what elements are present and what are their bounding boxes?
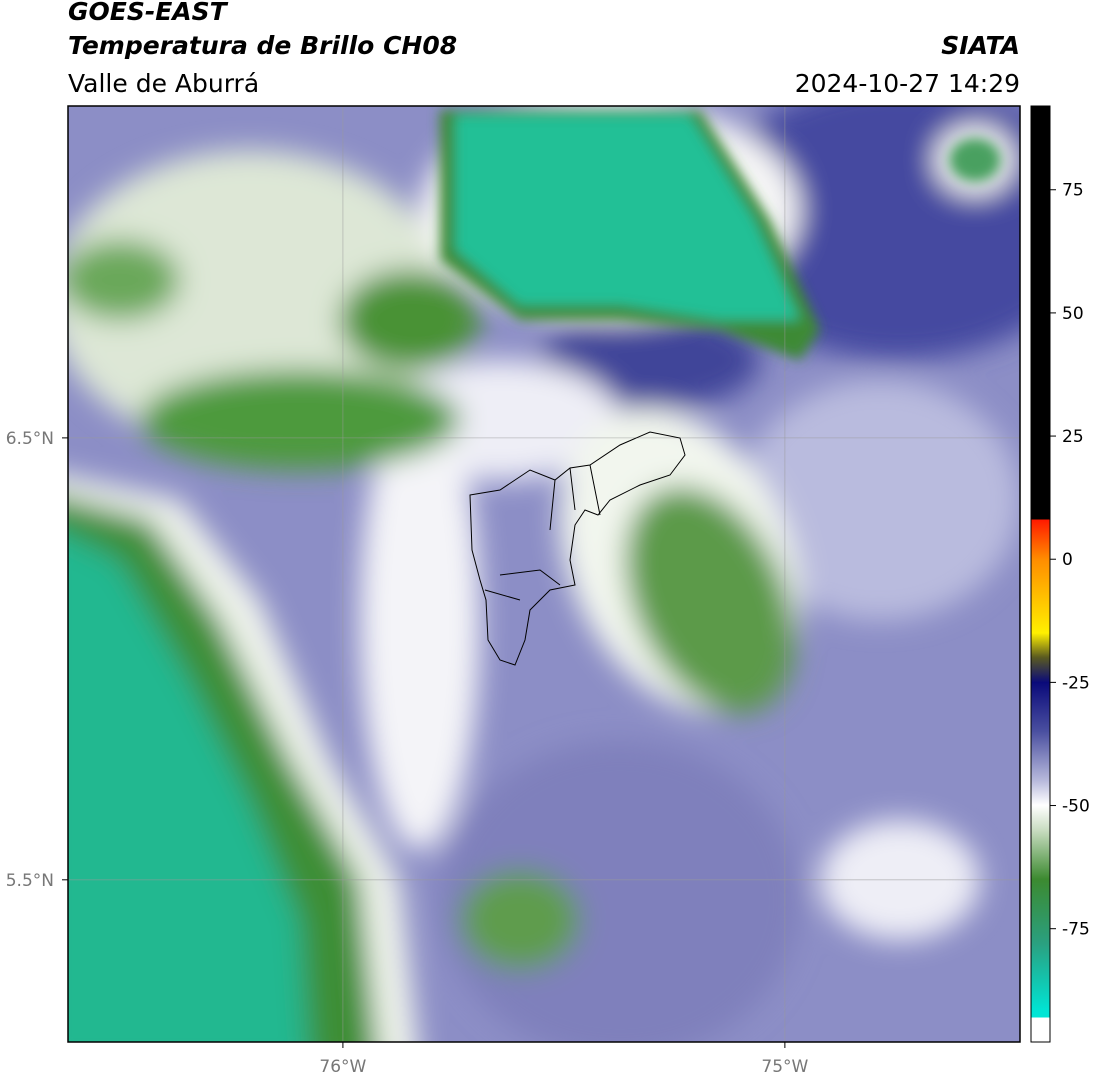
colorbar-tick-label: 25: [1062, 427, 1084, 447]
colorbar-tick-label: 50: [1062, 304, 1084, 324]
satellite-title: GOES-EAST: [68, 0, 229, 26]
colorbar-tick-label: 75: [1062, 181, 1084, 201]
y-tick-label: 5.5°N: [6, 871, 54, 891]
satellite-image: [68, 106, 1020, 1042]
datetime: 2024-10-27 14:29: [795, 69, 1020, 98]
map-frame: [67, 105, 1021, 1043]
y-tick-label: 6.5°N: [6, 429, 54, 449]
colorbar: [1030, 105, 1051, 1043]
x-tick-label: 75°W: [761, 1057, 808, 1077]
colorbar-tick-label: -75: [1062, 920, 1090, 940]
colorbar-tick-label: 0: [1062, 550, 1073, 570]
grid: [68, 106, 1020, 1042]
colorbar-tick-label: -25: [1062, 673, 1090, 693]
valley-boundary: [469, 431, 686, 666]
product-title: Temperatura de Brillo CH08: [68, 31, 457, 60]
colorbar-tick-label: -50: [1062, 797, 1090, 817]
source: SIATA: [941, 31, 1020, 60]
region: Valle de Aburrá: [68, 69, 259, 98]
x-tick-label: 76°W: [319, 1057, 366, 1077]
